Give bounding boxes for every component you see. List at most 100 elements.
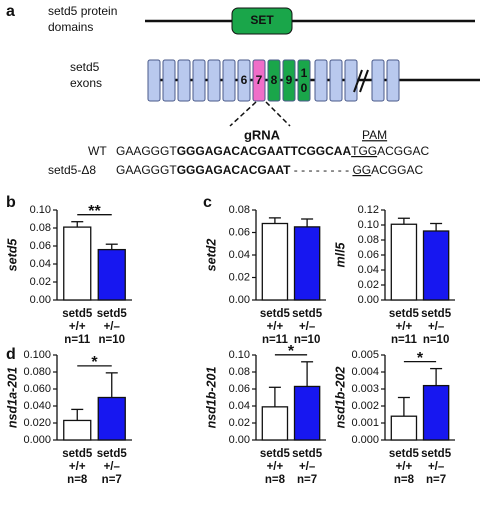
y-axis-label: nsd1a-201 [5, 367, 19, 428]
bar [97, 396, 126, 441]
x-tick-label: +/– [104, 321, 121, 333]
y-axis-label: setd2 [204, 239, 218, 272]
y-tick-label: 0.000 [351, 434, 379, 446]
sequence-part: GG [352, 163, 371, 177]
x-tick-label: n=8 [394, 474, 415, 486]
x-tick-label: +/+ [396, 461, 413, 473]
y-tick-label: 0.00 [229, 434, 250, 446]
panel-label: c [203, 194, 212, 211]
exon [329, 59, 343, 102]
exon [297, 59, 311, 102]
exon [177, 59, 191, 102]
sequence-part: ACGGAC [371, 163, 423, 177]
guide-line [265, 101, 291, 127]
protein-label: setd5 protein [48, 4, 117, 18]
y-tick-label: 0.060 [23, 383, 51, 395]
exon [344, 59, 358, 102]
x-tick-label: n=8 [67, 474, 88, 486]
x-tick-label: n=10 [98, 334, 125, 346]
y-tick-label: 0.12 [358, 204, 379, 216]
x-tick-label: +/– [299, 321, 316, 333]
x-tick-label: +/+ [69, 461, 86, 473]
y-tick-label: 0.02 [358, 279, 379, 291]
y-tick-label: 0.08 [229, 204, 250, 216]
x-tick-label: n=7 [102, 474, 122, 486]
x-tick-label: setd5 [292, 308, 323, 320]
y-tick-label: 0.004 [351, 366, 379, 378]
mut-label: setd5-Δ8 [48, 163, 96, 177]
y-axis-label: nsd1b-202 [333, 367, 347, 429]
x-tick-label: setd5 [260, 448, 291, 460]
y-tick-label: 0.06 [229, 226, 250, 238]
y-tick-label: 0.08 [358, 234, 379, 246]
exon [222, 59, 236, 102]
y-tick-label: 0.005 [351, 349, 379, 361]
y-tick-label: 0.10 [358, 219, 379, 231]
y-tick-label: 0.06 [30, 240, 51, 252]
y-tick-label: 0.020 [23, 417, 51, 429]
exon-number: 1 [301, 66, 308, 80]
bar [63, 226, 92, 301]
exon-number: 6 [241, 73, 248, 87]
y-tick-label: 0.02 [229, 271, 250, 283]
x-tick-label: setd5 [389, 308, 420, 320]
x-tick-label: n=11 [64, 334, 91, 346]
x-tick-label: +/+ [267, 461, 284, 473]
y-tick-label: 0.080 [23, 366, 51, 378]
y-tick-label: 0.00 [30, 294, 51, 306]
significance-label: ** [88, 203, 101, 220]
bar [390, 415, 418, 441]
y-axis-label: nsd1b-201 [204, 367, 218, 429]
x-tick-label: setd5 [97, 308, 128, 320]
exon [282, 59, 296, 102]
x-tick-label: n=11 [262, 334, 289, 346]
x-tick-label: +/– [428, 321, 445, 333]
x-tick-label: setd5 [62, 308, 93, 320]
exons: 6 7 8 9 10 [147, 59, 400, 102]
break-mark [353, 69, 363, 93]
sequence-part: TGG [351, 144, 377, 158]
sequence-part: GGGAGACACGAATTCGGCAA [177, 144, 352, 158]
x-tick-label: n=11 [391, 334, 418, 346]
exon-number: 9 [286, 73, 293, 87]
sequence-part: ACGGAC [377, 144, 429, 158]
panel-label: b [6, 194, 16, 211]
x-tick-label: setd5 [421, 448, 452, 460]
y-tick-label: 0.00 [358, 294, 379, 306]
x-tick-label: setd5 [62, 448, 93, 460]
y-tick-label: 0.100 [23, 349, 51, 361]
bar [390, 223, 418, 301]
y-axis-label: setd5 [5, 238, 19, 272]
domain-label: SET [250, 13, 274, 27]
x-tick-label: setd5 [292, 448, 323, 460]
bar [63, 419, 92, 441]
x-tick-label: n=7 [297, 474, 317, 486]
y-tick-label: 0.001 [351, 417, 379, 429]
x-tick-label: setd5 [389, 448, 420, 460]
exon-label: exons [70, 76, 102, 90]
sequence-part: GAAGGGT [116, 163, 177, 177]
x-tick-label: n=8 [265, 474, 286, 486]
y-tick-label: 0.02 [229, 417, 250, 429]
grna-label: gRNA [244, 127, 281, 142]
x-tick-label: +/– [104, 461, 121, 473]
exon-number: 0 [301, 81, 308, 95]
y-tick-label: 0.040 [23, 400, 51, 412]
x-tick-label: setd5 [260, 308, 291, 320]
exon [147, 59, 161, 102]
bar [293, 226, 321, 301]
x-tick-label: n=10 [294, 334, 321, 346]
guide-line [229, 101, 257, 127]
y-tick-label: 0.003 [351, 383, 379, 395]
y-tick-label: 0.04 [30, 258, 51, 270]
exon [237, 59, 251, 102]
exon [192, 59, 206, 102]
x-tick-label: n=10 [423, 334, 450, 346]
wt-label: WT [88, 144, 107, 158]
exon [252, 59, 266, 102]
bar [261, 406, 289, 441]
y-tick-label: 0.06 [229, 383, 250, 395]
y-tick-label: 0.06 [358, 249, 379, 261]
y-tick-label: 0.000 [23, 434, 51, 446]
significance-label: * [288, 343, 295, 360]
